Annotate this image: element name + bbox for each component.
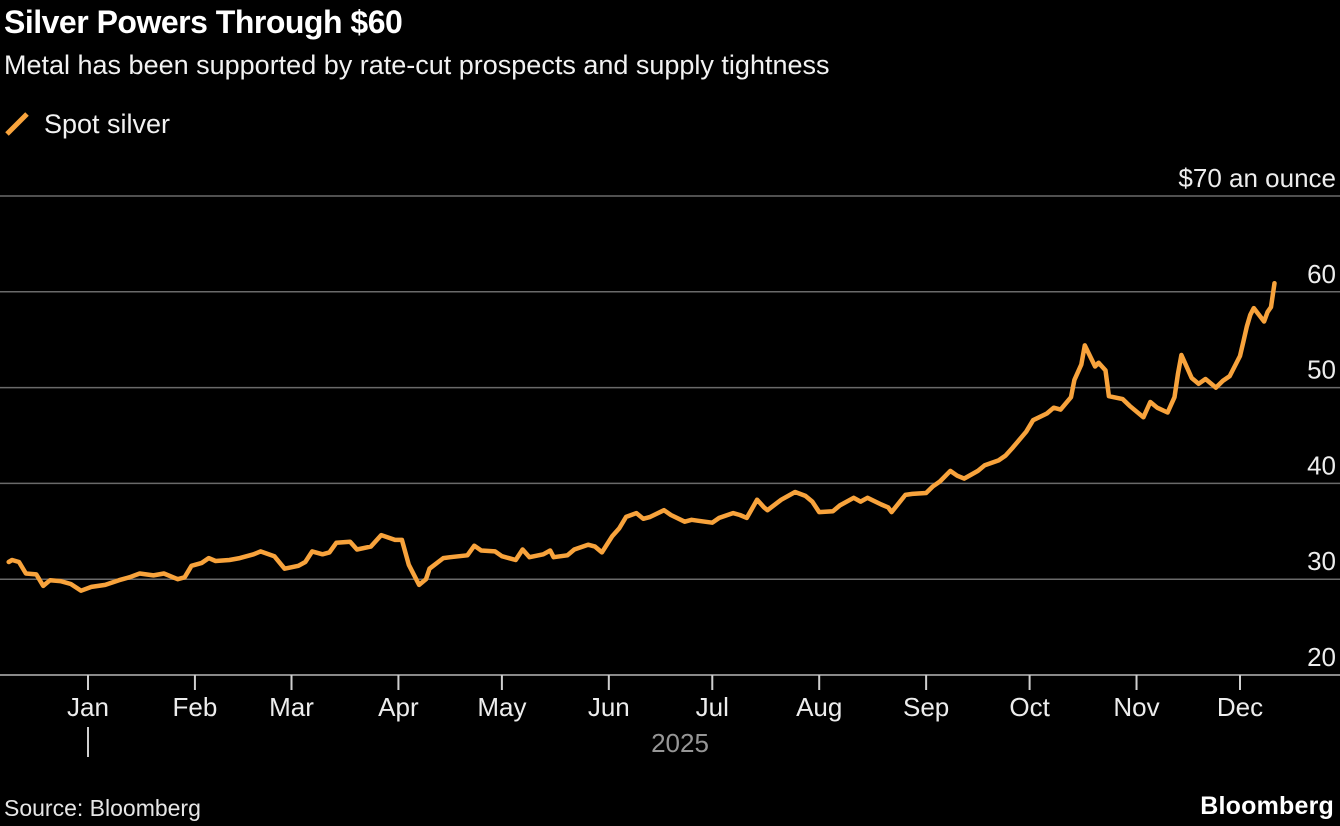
year-label: 2025 [651,728,709,758]
legend-swatch-stroke [5,112,29,136]
y-axis-label-40: 40 [1307,450,1336,480]
x-axis-label-nov: Nov [1113,692,1159,722]
legend: Spot silver [4,108,170,140]
chart-subtitle: Metal has been supported by rate-cut pro… [4,50,830,80]
x-axis-label-jun: Jun [588,692,630,722]
legend-line-swatch-icon [5,112,29,136]
y-axis-label-20: 20 [1307,642,1336,672]
legend-label: Spot silver [44,108,171,139]
price-line [6,280,1277,593]
x-axis-label-may: May [477,692,526,722]
x-axis-label-dec: Dec [1217,692,1263,722]
x-axis-label-mar: Mar [269,692,314,722]
x-axis-label-jan: Jan [67,692,109,722]
y-axis-label-50: 50 [1307,355,1336,385]
x-axis-label-jul: Jul [696,692,729,722]
y-axis-label-30: 30 [1307,546,1336,576]
x-axis-label-feb: Feb [173,692,218,722]
x-axis-label-aug: Aug [796,692,842,722]
bloomberg-logo: Bloomberg [1200,792,1334,820]
x-axis-label-sep: Sep [903,692,949,722]
y-axis-label-70: $70 an ounce [1178,163,1336,193]
page-title: Silver Powers Through $60 [4,4,403,40]
source-credit: Source: Bloomberg [4,795,201,821]
x-axis-label-apr: Apr [378,692,419,722]
y-axis-label-60: 60 [1307,259,1336,289]
x-axis-label-oct: Oct [1009,692,1050,722]
